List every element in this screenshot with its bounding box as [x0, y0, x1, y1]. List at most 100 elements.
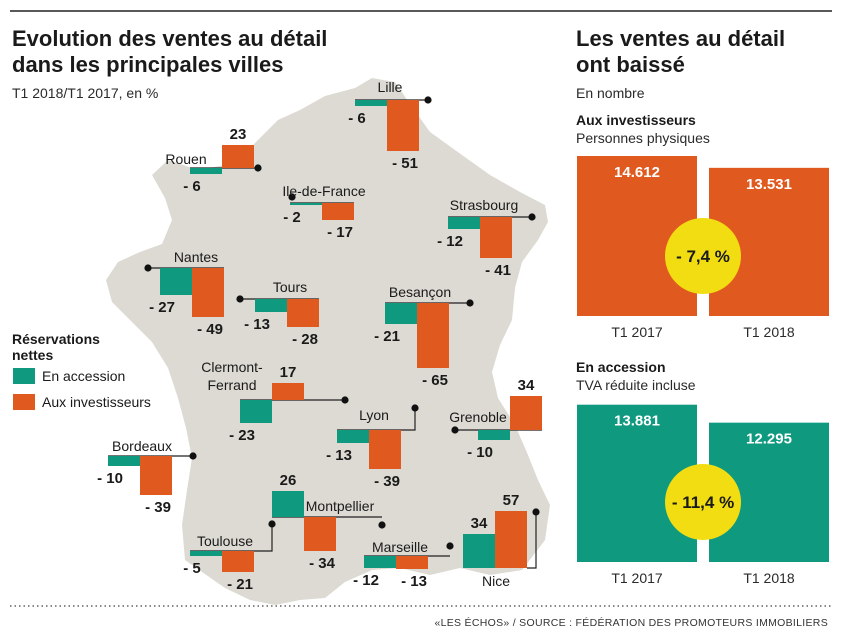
category-label: T1 2017 — [611, 570, 663, 586]
city-bordeaux: - 10 - 39 Bordeaux — [97, 438, 197, 516]
category-label: T1 2017 — [611, 324, 663, 340]
city-name: Strasbourg — [450, 197, 518, 213]
city-rouen: - 6 23 Rouen — [165, 126, 262, 195]
bar-accession — [240, 400, 272, 423]
left-title-line-2: dans les principales villes — [12, 52, 283, 77]
value-label-investisseurs: - 17 — [327, 224, 353, 241]
city-ile-de-france: - 2 - 17 Ile-de-France — [282, 183, 365, 241]
city-marseille: - 12 - 13 Marseille — [353, 539, 454, 590]
city-name: Lyon — [359, 407, 389, 423]
city-name: Clermont- — [201, 359, 263, 375]
value-label-investisseurs: - 65 — [422, 372, 448, 389]
france-map — [106, 78, 550, 605]
city-lille: - 6 - 51 Lille — [348, 79, 432, 172]
panel-heading: En accession — [576, 359, 666, 375]
bar-accession — [190, 168, 222, 174]
bar-investisseurs — [222, 145, 254, 168]
bar-investisseurs — [140, 456, 172, 495]
panel-heading: Aux investisseurs — [576, 112, 696, 128]
left-subtitle: T1 2018/T1 2017, en % — [12, 85, 158, 101]
bar-value-label: 14.612 — [614, 164, 660, 181]
value-label-investisseurs: 23 — [230, 126, 247, 143]
bar-investisseurs — [396, 556, 428, 569]
right-subtitle: En nombre — [576, 85, 645, 101]
bar-investisseurs — [480, 217, 512, 258]
city-strasbourg: - 12 - 41 Strasbourg — [437, 197, 536, 279]
bar-investisseurs — [369, 430, 401, 469]
bar-accession — [290, 203, 322, 205]
city-name: Nice — [482, 573, 510, 589]
change-badge — [665, 464, 741, 540]
city-name: Besançon — [389, 284, 451, 300]
value-label-investisseurs: - 39 — [374, 473, 400, 490]
bar-accession — [272, 491, 304, 517]
value-label-accession: - 13 — [244, 316, 270, 333]
value-label-accession: - 12 — [353, 572, 379, 589]
bar-value-label: 12.295 — [746, 431, 792, 448]
bar-investisseurs — [192, 268, 224, 317]
value-label-investisseurs: - 51 — [392, 155, 418, 172]
value-label-investisseurs: - 28 — [292, 331, 318, 348]
legend-swatch-accession — [13, 368, 35, 384]
value-label-investisseurs: - 41 — [485, 262, 511, 279]
city-name: Nantes — [174, 249, 218, 265]
city-name: Ile-de-France — [282, 183, 365, 199]
value-label-investisseurs: 57 — [503, 492, 520, 509]
value-label-accession: - 21 — [374, 328, 400, 345]
city-clermont-ferrand: - 23 17 Clermont- Ferrand — [201, 359, 349, 444]
value-label-accession: - 6 — [183, 178, 201, 195]
city-name: Montpellier — [306, 498, 375, 514]
city-location-dot — [528, 213, 536, 221]
city-location-dot — [378, 521, 386, 529]
panel-aux-investisseurs: Aux investisseurs Personnes physiques 14.6… — [576, 112, 829, 340]
city-location-dot — [466, 299, 474, 307]
change-label: - 11,4 % — [672, 493, 734, 512]
change-badge — [665, 218, 741, 294]
value-label-accession: - 23 — [229, 427, 255, 444]
legend-title-line-2: nettes — [12, 347, 53, 363]
value-label-investisseurs: - 39 — [145, 499, 171, 516]
bar-investisseurs — [387, 100, 419, 151]
value-label-accession: - 5 — [183, 560, 201, 577]
legend-swatch-investisseurs — [13, 394, 35, 410]
city-location-dot — [189, 452, 197, 460]
city-location-dot — [236, 295, 244, 303]
right-title-line-1: Les ventes au détail — [576, 26, 785, 51]
legend-label-investisseurs: Aux investisseurs — [42, 394, 151, 410]
bar-investisseurs — [495, 511, 527, 568]
bar-accession — [337, 430, 369, 443]
city-montpellier: 26 - 34 Montpellier — [272, 472, 386, 572]
value-label-accession: - 10 — [467, 444, 493, 461]
bar-accession — [160, 268, 192, 295]
bar-investisseurs — [417, 303, 449, 368]
city-tours: - 13 - 28 Tours — [236, 279, 319, 348]
city-toulouse: - 5 - 21 Toulouse — [183, 520, 276, 593]
city-name: Rouen — [165, 151, 206, 167]
value-label-investisseurs: - 21 — [227, 576, 253, 593]
bar-investisseurs — [287, 299, 319, 327]
bar-accession — [364, 556, 396, 568]
city-name: Grenoble — [449, 409, 507, 425]
bar-investisseurs — [322, 203, 354, 220]
legend-title-line-1: Réservations — [12, 331, 100, 347]
city-name: Toulouse — [197, 533, 253, 549]
value-label-accession: - 12 — [437, 233, 463, 250]
city-location-dot — [268, 520, 276, 528]
bar-accession — [385, 303, 417, 324]
bar-investisseurs — [272, 383, 304, 400]
city-besancon: - 21 - 65 Besançon — [374, 284, 474, 389]
city-location-dot — [424, 96, 432, 104]
source-note: «LES ÉCHOS» / SOURCE : FÉDÉRATION DES PR… — [434, 616, 828, 629]
city-location-dot — [341, 396, 349, 404]
bar-investisseurs — [222, 551, 254, 572]
panel-subheading: TVA réduite incluse — [576, 377, 696, 393]
value-label-investisseurs: - 13 — [401, 573, 427, 590]
city-location-dot — [411, 404, 419, 412]
change-label: - 7,4 % — [676, 247, 730, 266]
category-label: T1 2018 — [743, 324, 795, 340]
value-label-investisseurs: - 49 — [197, 321, 223, 338]
value-label-accession: 34 — [471, 515, 488, 532]
city-name: Marseille — [372, 539, 428, 555]
city-grenoble: - 10 34 Grenoble — [449, 377, 542, 461]
